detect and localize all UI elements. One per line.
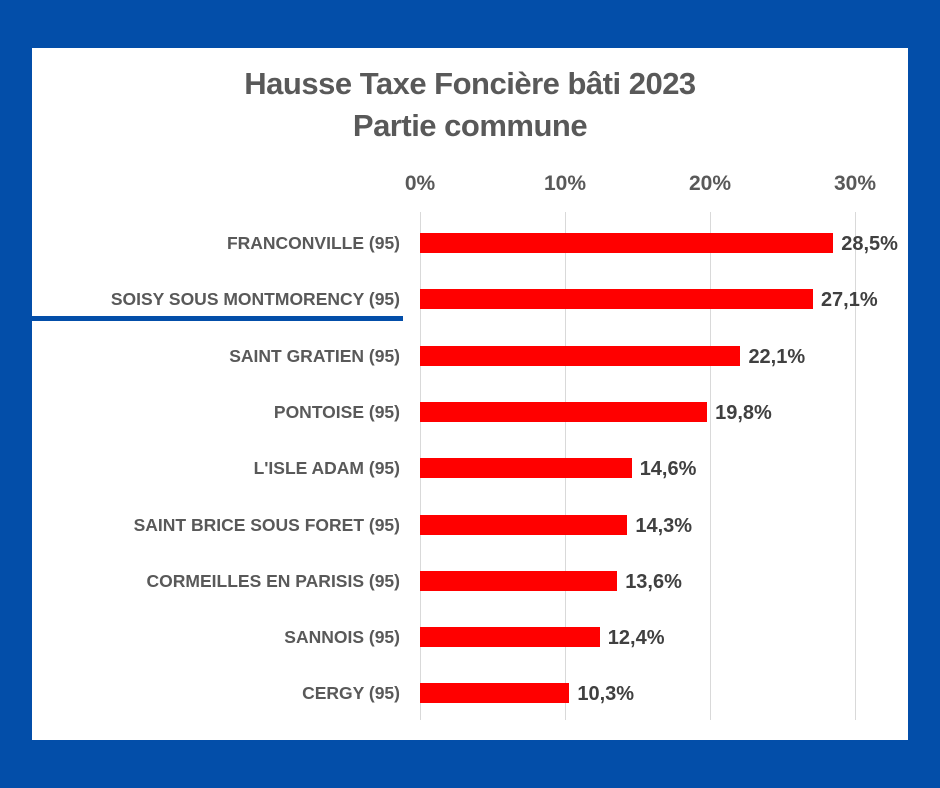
chart-title: Hausse Taxe Foncière bâti 2023: [244, 66, 696, 101]
category-label: SAINT GRATIEN (95): [229, 345, 400, 366]
category-label: SOISY SOUS MONTMORENCY (95): [110, 289, 400, 310]
data-bar: [420, 627, 600, 648]
value-label: 27,1%: [820, 289, 878, 312]
category-label: SAINT BRICE SOUS FORET (95): [133, 514, 400, 535]
category-label: CERGY (95): [302, 683, 400, 704]
data-bar: [420, 458, 632, 479]
value-label: 22,1%: [748, 345, 806, 368]
chart-panel: [32, 48, 908, 740]
data-bar: [420, 401, 708, 422]
gridline: [855, 212, 856, 720]
category-label: FRANCONVILLE (95): [226, 233, 400, 253]
highlight-underline: [32, 316, 403, 321]
data-bar: [420, 345, 741, 366]
value-label: 28,5%: [841, 233, 898, 255]
gridline: [710, 212, 711, 720]
x-tick-label: 10%: [543, 172, 587, 195]
category-label: PONTOISE (95): [273, 401, 400, 422]
value-label: 12,4%: [607, 627, 665, 650]
category-label: SANNOIS (95): [284, 627, 400, 648]
data-bar: [420, 570, 618, 591]
data-bar: [420, 233, 834, 253]
category-label: L'ISLE ADAM (95): [253, 458, 400, 479]
x-tick-label: 0%: [404, 172, 436, 195]
chart-subtitle: Partie commune: [352, 108, 588, 143]
value-label: 14,6%: [639, 458, 697, 481]
data-bar: [420, 289, 813, 310]
value-label: 14,3%: [635, 514, 693, 537]
value-label: 19,8%: [715, 401, 772, 424]
category-label: CORMEILLES EN PARISIS (95): [146, 570, 400, 591]
value-label: 13,6%: [625, 570, 682, 593]
value-label: 10,3%: [577, 683, 635, 706]
data-bar: [420, 683, 570, 704]
x-tick-label: 30%: [833, 172, 877, 195]
x-tick-label: 20%: [688, 172, 732, 195]
data-bar: [420, 514, 628, 535]
